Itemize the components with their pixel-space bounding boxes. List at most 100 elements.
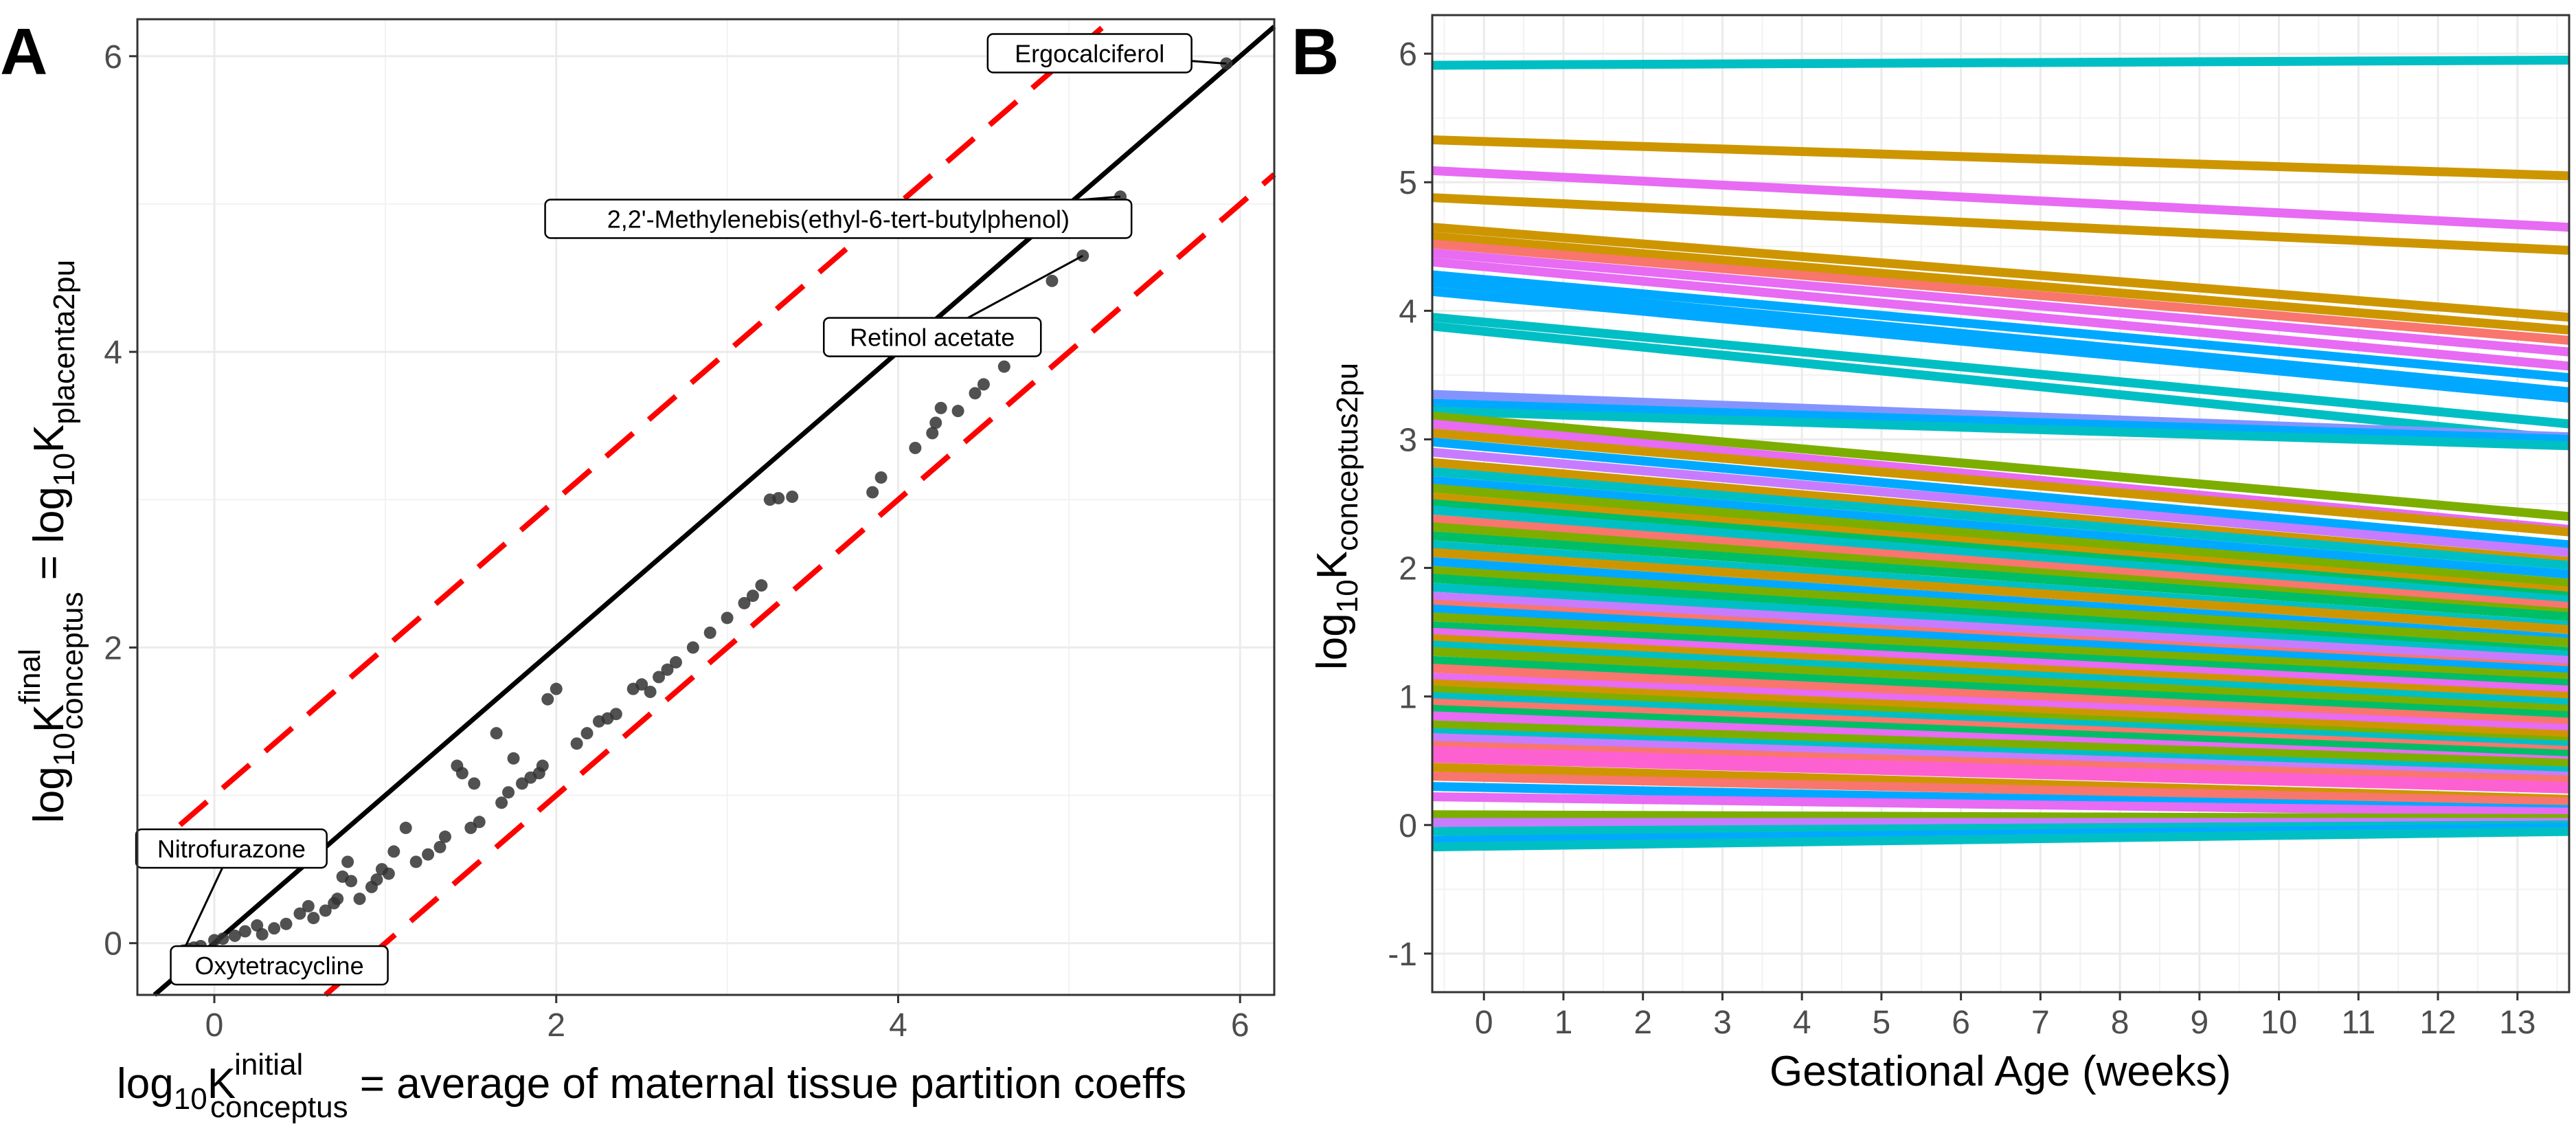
callout-box bbox=[986, 33, 1193, 74]
panel-a-y-axis-title: log10Kfinal conceptus = log10Kplacenta2pu bbox=[13, 260, 89, 823]
series-line bbox=[1432, 313, 2570, 429]
panel-a-plot-border bbox=[136, 18, 1276, 996]
data-point bbox=[387, 845, 400, 858]
x-tick-label: 8 bbox=[2111, 1005, 2129, 1041]
series-line bbox=[1432, 505, 2570, 605]
panel-a-annotations: Ergocalciferol 2,2'-Methylenebis(ethyl-6-… bbox=[135, 33, 1227, 986]
series-line bbox=[1432, 741, 2570, 785]
data-point bbox=[370, 873, 383, 886]
series-line bbox=[1432, 437, 2570, 550]
x-tick-label: 12 bbox=[2419, 1005, 2456, 1041]
data-point bbox=[866, 486, 879, 499]
x-tick-label: 5 bbox=[1873, 1005, 1891, 1041]
callout-label: Oxytetracycline bbox=[195, 952, 364, 980]
series-line bbox=[1432, 557, 2570, 643]
series-line bbox=[1432, 664, 2570, 727]
data-point bbox=[874, 471, 888, 484]
data-point bbox=[786, 490, 799, 503]
callout: Ergocalciferol bbox=[986, 33, 1227, 74]
data-point bbox=[653, 671, 666, 684]
series-line bbox=[1432, 493, 2570, 596]
x-tick-label: 3 bbox=[1713, 1005, 1732, 1041]
data-point bbox=[490, 727, 503, 740]
data-point bbox=[997, 360, 1010, 373]
callout: Nitrofurazone bbox=[135, 828, 328, 952]
y-tick-label: 0 bbox=[1399, 808, 1417, 844]
series-line bbox=[1432, 753, 2570, 794]
series-line bbox=[1432, 565, 2570, 647]
series-line bbox=[1432, 447, 2570, 557]
data-point bbox=[353, 893, 366, 906]
series-line bbox=[1432, 322, 2570, 444]
series-line bbox=[1432, 792, 2570, 817]
data-point bbox=[331, 893, 344, 906]
x-tick-label: 7 bbox=[2031, 1005, 2050, 1041]
data-point bbox=[438, 830, 451, 843]
series-line bbox=[1432, 772, 2570, 807]
panel-b-letter: B bbox=[1291, 15, 1339, 89]
callout-leader bbox=[182, 867, 224, 952]
series-line bbox=[1432, 193, 2570, 255]
series-line bbox=[1432, 248, 2570, 357]
callout-leader bbox=[1191, 60, 1227, 65]
y-tick-label: 0 bbox=[104, 926, 122, 963]
panel-a: A Ergocalciferol 2,2'-Methylenebis(ethyl-… bbox=[0, 15, 1276, 1124]
series-line bbox=[1432, 135, 2570, 181]
series-line bbox=[1432, 257, 2570, 371]
x-tick-label: 11 bbox=[2341, 1005, 2375, 1041]
series-line bbox=[1432, 467, 2570, 570]
y-tick-label: 2 bbox=[1399, 551, 1417, 587]
callout-box bbox=[170, 945, 389, 986]
series-line bbox=[1432, 583, 2570, 660]
callout: Retinol acetate bbox=[823, 254, 1083, 357]
data-point bbox=[422, 848, 435, 861]
data-point bbox=[536, 759, 549, 772]
data-point bbox=[293, 907, 306, 920]
data-point bbox=[661, 663, 674, 676]
series-line bbox=[1432, 592, 2570, 665]
callout-label: 2,2'-Methylenebis(ethyl-6-tert-butylphen… bbox=[607, 205, 1070, 233]
panel-b-y-axis-title: log10Kconceptus2pu bbox=[1309, 363, 1364, 670]
series-line bbox=[1432, 428, 2570, 537]
data-point bbox=[433, 840, 447, 853]
series-line bbox=[1432, 673, 2570, 733]
x-tick-label: 2 bbox=[547, 1007, 565, 1044]
series-line bbox=[1432, 728, 2570, 776]
data-point bbox=[703, 626, 716, 639]
series-line bbox=[1432, 640, 2570, 708]
series-line bbox=[1432, 647, 2570, 714]
series-line bbox=[1432, 522, 2570, 618]
x-tick-label: 0 bbox=[1475, 1005, 1493, 1041]
data-point bbox=[541, 693, 554, 706]
series-line bbox=[1432, 223, 2570, 322]
y-tick-label: 4 bbox=[1399, 293, 1417, 330]
data-point bbox=[302, 899, 315, 912]
data-point bbox=[772, 492, 785, 505]
data-point bbox=[644, 685, 657, 698]
reference-line-identity bbox=[152, 25, 1276, 997]
panel-b-plot-border bbox=[1431, 14, 2571, 994]
data-point bbox=[341, 855, 354, 868]
series-line bbox=[1432, 655, 2570, 721]
y-tick-label: 6 bbox=[1399, 36, 1417, 73]
x-tick-label: 6 bbox=[1952, 1005, 1970, 1041]
data-point bbox=[609, 708, 622, 721]
x-tick-label: 0 bbox=[205, 1007, 224, 1044]
data-point bbox=[1046, 274, 1059, 287]
series-line bbox=[1432, 633, 2570, 702]
callout-label: Ergocalciferol bbox=[1015, 39, 1164, 67]
data-point bbox=[580, 727, 594, 740]
data-point bbox=[382, 867, 395, 880]
series-line bbox=[1432, 574, 2570, 656]
x-tick-label: 1 bbox=[1555, 1005, 1573, 1041]
callout-label: Nitrofurazone bbox=[157, 835, 306, 863]
x-tick-label: 4 bbox=[889, 1007, 907, 1044]
y-tick-label: 4 bbox=[104, 335, 122, 371]
data-point bbox=[909, 441, 922, 454]
series-line bbox=[1432, 810, 2570, 823]
y-tick-label: 1 bbox=[1399, 680, 1417, 716]
data-point bbox=[268, 922, 281, 935]
data-point bbox=[468, 777, 481, 790]
callout: Oxytetracycline bbox=[170, 945, 389, 986]
